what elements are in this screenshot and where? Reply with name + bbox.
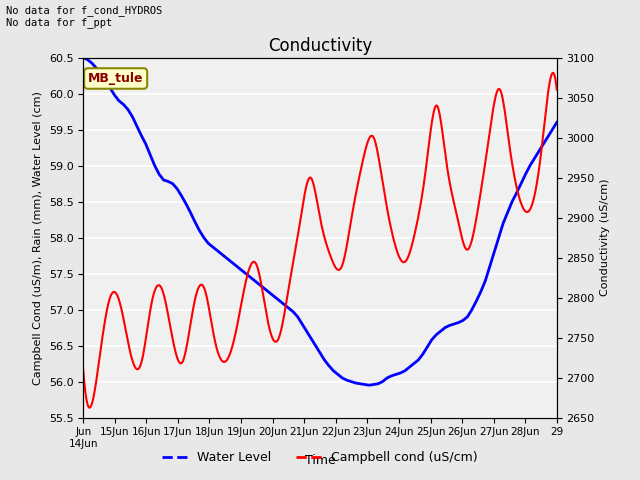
Text: No data for f_cond_HYDROS
No data for f_ppt: No data for f_cond_HYDROS No data for f_…	[6, 5, 163, 28]
Title: Conductivity: Conductivity	[268, 36, 372, 55]
Legend: Water Level, Campbell cond (uS/cm): Water Level, Campbell cond (uS/cm)	[157, 446, 483, 469]
X-axis label: Time: Time	[305, 455, 335, 468]
Text: MB_tule: MB_tule	[88, 72, 143, 85]
Y-axis label: Conductivity (uS/cm): Conductivity (uS/cm)	[600, 179, 611, 296]
Y-axis label: Campbell Cond (uS/m), Rain (mm), Water Level (cm): Campbell Cond (uS/m), Rain (mm), Water L…	[33, 91, 43, 384]
